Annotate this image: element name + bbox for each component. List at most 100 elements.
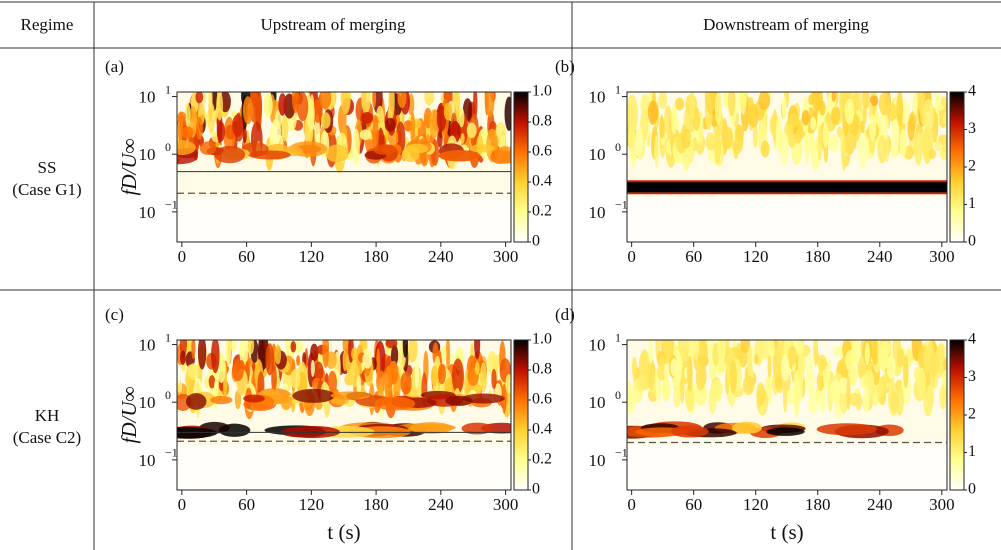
heat-streak xyxy=(830,106,841,126)
colorbar-tick-label: 1.0 xyxy=(532,83,552,100)
heat-band xyxy=(627,182,947,193)
heat-streak xyxy=(836,126,842,138)
y-tick-label: 10 xyxy=(589,203,606,222)
y-tick-label: 10 xyxy=(139,393,156,412)
heat-streak xyxy=(659,116,665,139)
heat-streak xyxy=(928,148,936,160)
heat-streak xyxy=(429,109,440,139)
heat-streak xyxy=(712,342,720,366)
heat-streak xyxy=(216,92,223,121)
heat-streak xyxy=(872,350,878,366)
heat-streak xyxy=(860,120,865,134)
heat-band xyxy=(816,423,878,436)
heat-streak xyxy=(242,127,247,144)
heat-streak xyxy=(733,138,739,160)
heat-band xyxy=(461,422,493,435)
heat-bg xyxy=(177,197,511,242)
heat-streak xyxy=(263,92,273,119)
heat-streak xyxy=(635,125,644,159)
heat-streak xyxy=(281,115,289,142)
colorbar xyxy=(949,91,965,243)
panel-label: (d) xyxy=(555,305,575,324)
colorbar-tick-label: 2 xyxy=(968,406,976,423)
heat-streak xyxy=(704,92,716,115)
heat-streak xyxy=(917,92,926,112)
colorbar-tick-label: 0.4 xyxy=(532,421,552,438)
heat-streak xyxy=(733,92,740,114)
heat-streak xyxy=(833,345,845,357)
heat-streak xyxy=(934,139,942,152)
heatmap xyxy=(177,340,511,490)
heat-streak xyxy=(723,92,729,109)
heat-streak xyxy=(196,116,203,140)
heat-streak xyxy=(834,379,839,395)
heat-streak xyxy=(319,92,332,109)
x-tick-label: 240 xyxy=(867,495,893,514)
heat-bg xyxy=(627,445,947,490)
panel-label: (c) xyxy=(105,305,124,324)
heat-streak xyxy=(674,97,685,111)
x-tick-label: 0 xyxy=(627,247,636,266)
heat-streak xyxy=(400,371,412,395)
heat-streak xyxy=(864,342,870,366)
x-tick-label: 60 xyxy=(238,247,255,266)
heat-streak xyxy=(705,132,717,151)
heat-band xyxy=(670,425,709,438)
heat-streak xyxy=(385,340,398,349)
heat-band xyxy=(445,395,473,406)
heat-streak xyxy=(879,341,891,356)
heat-streak xyxy=(845,350,856,371)
heat-streak xyxy=(211,340,220,374)
x-tick-label: 180 xyxy=(363,495,389,514)
heat-streak xyxy=(907,113,915,142)
heat-streak xyxy=(293,340,304,354)
heat-streak xyxy=(808,94,814,106)
heat-streak xyxy=(886,355,896,379)
heat-streak xyxy=(408,340,418,363)
heat-streak xyxy=(413,118,422,129)
heat-streak xyxy=(177,380,183,393)
heat-streak xyxy=(747,345,753,382)
heat-streak xyxy=(805,368,815,394)
heat-streak xyxy=(661,378,671,402)
panel-label: (b) xyxy=(555,57,575,76)
heat-streak xyxy=(742,375,755,395)
heat-streak xyxy=(767,354,772,379)
heat-streak xyxy=(939,385,947,410)
x-tick-label: 180 xyxy=(805,247,831,266)
heat-streak xyxy=(384,117,396,132)
heat-streak xyxy=(359,129,372,140)
x-tick-label: 120 xyxy=(299,495,325,514)
panel-label: (a) xyxy=(105,57,124,76)
y-tick-exponent: −1 xyxy=(615,446,628,460)
heat-streak xyxy=(851,113,860,136)
heat-streak xyxy=(441,346,447,362)
heat-streak xyxy=(231,359,244,382)
y-axis-label: fD/U∞ xyxy=(117,138,141,195)
heat-streak xyxy=(234,389,242,410)
heat-streak xyxy=(342,350,348,372)
heat-streak xyxy=(460,133,465,145)
case-label: (Case G1) xyxy=(12,180,81,199)
plot-frame xyxy=(176,339,512,491)
heat-streak xyxy=(838,377,849,395)
heat-streak xyxy=(312,98,323,123)
y-tick-exponent: 1 xyxy=(165,82,171,96)
heat-streak xyxy=(327,370,337,395)
heat-streak xyxy=(934,92,939,114)
y-tick-label: 10 xyxy=(589,145,606,164)
x-tick-label: 240 xyxy=(428,495,454,514)
heat-streak xyxy=(485,92,495,118)
y-tick-label: 10 xyxy=(589,335,606,354)
heat-streak xyxy=(655,377,661,404)
y-tick-exponent: −1 xyxy=(165,198,178,212)
heat-streak xyxy=(402,340,409,358)
heat-streak xyxy=(758,92,770,111)
heat-streak xyxy=(274,344,282,365)
plot-frame xyxy=(626,339,948,491)
heat-streak xyxy=(868,114,877,142)
y-tick-exponent: −1 xyxy=(615,198,628,212)
heat-streak xyxy=(673,385,681,408)
heat-streak xyxy=(225,340,232,368)
